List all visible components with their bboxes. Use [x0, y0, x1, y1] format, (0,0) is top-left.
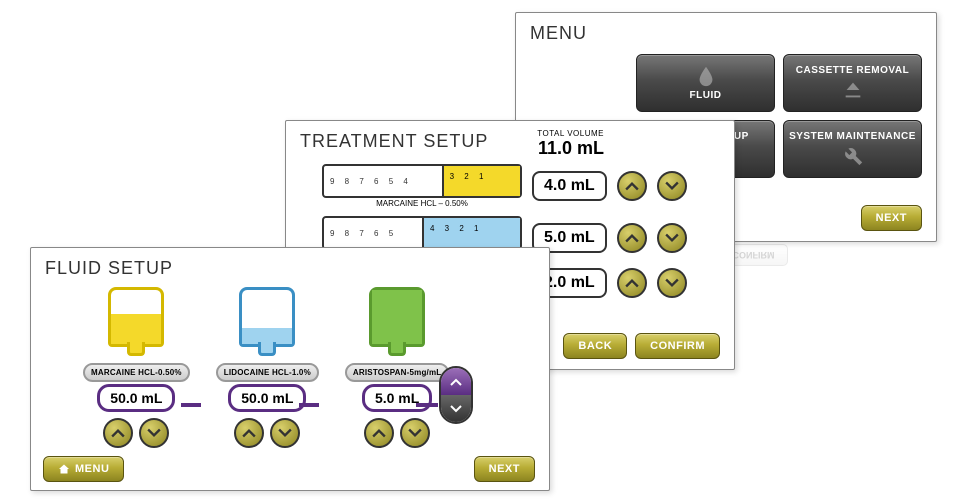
- menu-maint-button[interactable]: SYSTEM MAINTENANCE: [783, 120, 922, 178]
- menu-next-label: NEXT: [876, 212, 907, 224]
- decrease-button[interactable]: [657, 268, 687, 298]
- drug-label-pill[interactable]: MARCAINE HCL-0.50%: [83, 363, 190, 382]
- chevron-up-icon: [625, 276, 639, 290]
- treatment-title: TREATMENT SETUP: [286, 121, 734, 158]
- chevron-up-icon: [242, 426, 256, 440]
- vial: [369, 287, 425, 347]
- vial-column: MARCAINE HCL-0.50% 50.0 mL: [83, 287, 190, 448]
- menu-cassette-label: CASSETTE REMOVAL: [796, 65, 909, 76]
- syringe-fill: 3 2 1: [442, 166, 520, 196]
- vial-column: ARISTOSPAN-5mg/mL 5.0 mL: [345, 287, 449, 448]
- chevron-down-icon: [665, 276, 679, 290]
- treatment-confirm-button[interactable]: CONFIRM: [635, 333, 720, 359]
- scroll-up-button[interactable]: [441, 368, 471, 395]
- menu-next-button[interactable]: NEXT: [861, 205, 922, 231]
- vial: [239, 287, 295, 347]
- chevron-down-icon: [450, 403, 462, 415]
- volume-pill: 5.0 mL: [362, 384, 432, 412]
- vial-decrease-button[interactable]: [400, 418, 430, 448]
- increase-button[interactable]: [617, 268, 647, 298]
- vial-neck: [388, 342, 406, 356]
- chevron-up-icon: [111, 426, 125, 440]
- fluid-panel: FLUID SETUP MARCAINE HCL-0.50%50.0 mLLID…: [30, 247, 550, 491]
- menu-title: MENU: [516, 13, 936, 50]
- fluid-menu-label: MENU: [75, 463, 109, 475]
- menu-maint-label: SYSTEM MAINTENANCE: [789, 131, 916, 142]
- pipe-connector: [299, 403, 319, 407]
- vial-increase-button[interactable]: [103, 418, 133, 448]
- pipe-connector: [416, 403, 438, 407]
- syringe-ticks: 9 8 7 6 5 4: [324, 177, 412, 186]
- scroll-down-button[interactable]: [441, 395, 471, 422]
- vial-fill: [111, 314, 161, 344]
- menu-fluid-button[interactable]: FLUID: [636, 54, 775, 112]
- vial-neck: [127, 342, 145, 356]
- chevron-up-icon: [625, 231, 639, 245]
- chevron-down-icon: [408, 426, 422, 440]
- treatment-back-label: BACK: [578, 340, 612, 352]
- total-volume-label: TOTAL VOLUME: [537, 129, 604, 138]
- menu-cassette-button[interactable]: CASSETTE REMOVAL: [783, 54, 922, 112]
- decrease-button[interactable]: [657, 171, 687, 201]
- vial: [108, 287, 164, 347]
- vial-increase-button[interactable]: [364, 418, 394, 448]
- vial-fill: [372, 290, 422, 344]
- chevron-down-icon: [147, 426, 161, 440]
- chevron-up-icon: [372, 426, 386, 440]
- chevron-down-icon: [665, 231, 679, 245]
- menu-fluid-label: FLUID: [690, 90, 722, 101]
- syringe-value: 4.0 mL: [532, 171, 607, 201]
- syringe: 9 8 7 6 5 4 3 2 1: [322, 164, 522, 198]
- treatment-back-button[interactable]: BACK: [563, 333, 627, 359]
- increase-button[interactable]: [617, 223, 647, 253]
- vial-neck: [258, 342, 276, 356]
- treatment-confirm-label: CONFIRM: [650, 340, 705, 352]
- wrench-icon: [842, 145, 864, 167]
- eject-icon: [842, 79, 864, 101]
- volume-scroller[interactable]: [439, 366, 473, 424]
- syringe-fill: 4 3 2 1: [422, 218, 520, 248]
- chevron-down-icon: [278, 426, 292, 440]
- syringe-ticks: 9 8 7 6 5: [324, 229, 397, 238]
- total-volume-value: 11.0 mL: [537, 138, 604, 159]
- drug-label-pill[interactable]: ARISTOSPAN-5mg/mL: [345, 363, 449, 382]
- chevron-up-icon: [625, 179, 639, 193]
- vial-decrease-button[interactable]: [139, 418, 169, 448]
- syringe-drug-label: MARCAINE HCL – 0.50%: [376, 199, 468, 208]
- fluid-next-button[interactable]: NEXT: [474, 456, 535, 482]
- syringe: 9 8 7 6 5 4 3 2 1: [322, 216, 522, 250]
- pipe-connector: [181, 403, 201, 407]
- chevron-up-icon: [450, 376, 462, 388]
- volume-pill: 50.0 mL: [228, 384, 306, 412]
- vial-increase-button[interactable]: [234, 418, 264, 448]
- fluid-title: FLUID SETUP: [31, 248, 549, 285]
- total-volume: TOTAL VOLUME 11.0 mL: [537, 129, 604, 159]
- increase-button[interactable]: [617, 171, 647, 201]
- volume-pill: 50.0 mL: [97, 384, 175, 412]
- decrease-button[interactable]: [657, 223, 687, 253]
- vial-decrease-button[interactable]: [270, 418, 300, 448]
- drug-label-pill[interactable]: LIDOCAINE HCL-1.0%: [216, 363, 319, 382]
- fluid-menu-button[interactable]: MENU: [43, 456, 124, 482]
- chevron-down-icon: [665, 179, 679, 193]
- syringe-row: 9 8 7 6 5 4 3 2 1 MARCAINE HCL – 0.50% 4.0 …: [286, 158, 734, 210]
- vial-column: LIDOCAINE HCL-1.0% 50.0 mL: [216, 287, 319, 448]
- home-icon: [58, 463, 70, 475]
- droplet-icon: [695, 65, 717, 87]
- fluid-next-label: NEXT: [489, 463, 520, 475]
